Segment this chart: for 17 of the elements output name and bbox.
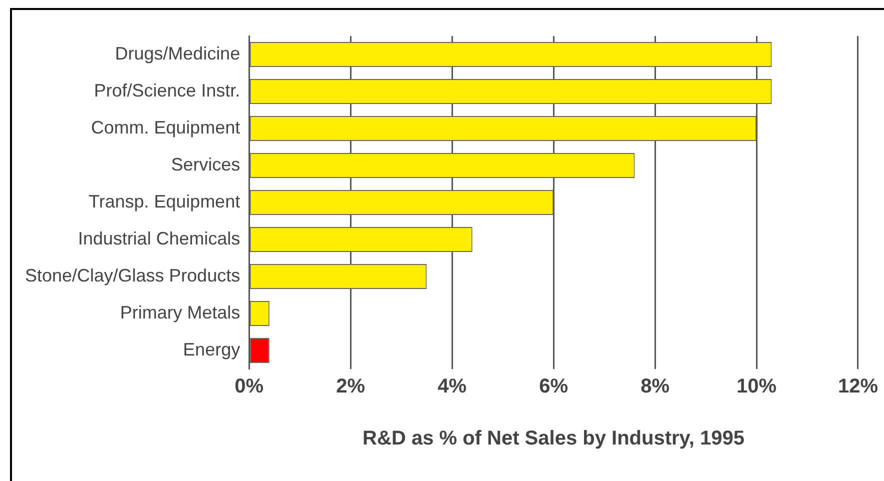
y-tick-label: Industrial Chemicals (78, 228, 240, 248)
x-tick-label: 10% (736, 376, 777, 398)
y-tick-label: Stone/Clay/Glass Products (24, 265, 240, 286)
y-tick-label: Energy (183, 339, 240, 360)
x-tick-label: 6% (539, 376, 568, 398)
y-tick-label: Prof/Science Instr. (94, 80, 240, 100)
x-tick-label: 2% (336, 376, 366, 398)
x-tick-label: 8% (640, 376, 670, 398)
x-tick-label: 0% (234, 376, 264, 398)
y-tick-label: Services (171, 154, 240, 174)
y-tick-label: Drugs/Medicine (115, 43, 240, 64)
y-tick-label: Comm. Equipment (91, 117, 240, 138)
y-tick-label: Primary Metals (120, 302, 240, 322)
x-tick-label: 4% (438, 376, 467, 398)
x-tick-label: 12% (838, 376, 878, 398)
y-tick-label: Transp. Equipment (88, 191, 240, 212)
x-axis-title: R&D as % of Net Sales by Industry, 1995 (362, 428, 745, 450)
